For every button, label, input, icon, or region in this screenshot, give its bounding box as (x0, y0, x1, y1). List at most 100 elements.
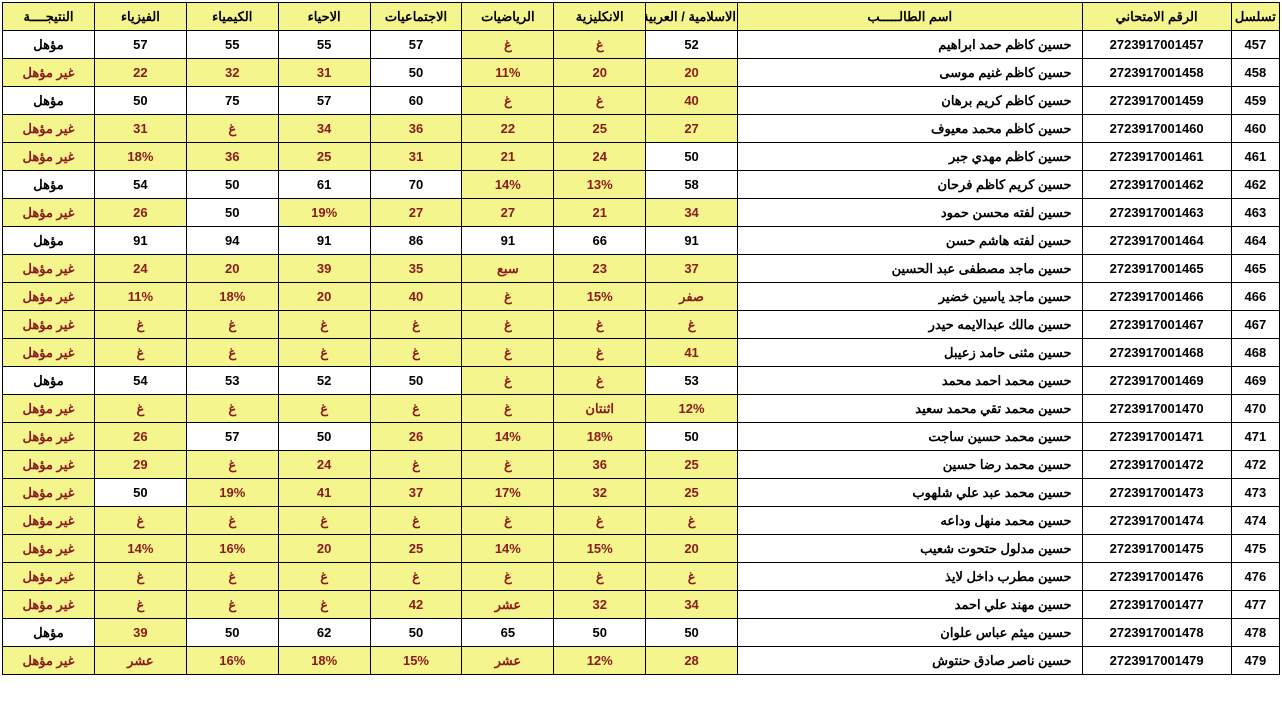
cell-score: غ (554, 367, 646, 395)
cell-score: 24 (278, 451, 370, 479)
cell-score: غير مؤهل (3, 563, 95, 591)
table-row: 4582723917001458حسين كاظم غنيم موسى20201… (3, 59, 1280, 87)
cell-score: غ (278, 507, 370, 535)
cell-score: غ (462, 367, 554, 395)
header-chemistry: الكيمياء (186, 3, 278, 31)
table-row: 4572723917001457حسين كاظم حمد ابراهيم52غ… (3, 31, 1280, 59)
cell-score: غير مؤهل (3, 591, 95, 619)
cell-score: 24 (94, 255, 186, 283)
cell-score: سبع (462, 255, 554, 283)
cell-score: 57 (370, 31, 462, 59)
table-row: 4702723917001470حسين محمد تقي محمد سعيد1… (3, 395, 1280, 423)
cell-serial: 470 (1231, 395, 1279, 423)
cell-score: 31 (370, 143, 462, 171)
cell-score: غ (278, 311, 370, 339)
cell-score: 15% (554, 535, 646, 563)
cell-score: عشر (462, 647, 554, 675)
cell-score: غ (278, 339, 370, 367)
cell-score: غير مؤهل (3, 311, 95, 339)
cell-score: 32 (554, 591, 646, 619)
cell-score: 54 (94, 367, 186, 395)
cell-score: 28 (646, 647, 738, 675)
cell-student-name: حسين محمد منهل وداعه (738, 507, 1083, 535)
cell-score: 14% (94, 535, 186, 563)
cell-score: 20 (186, 255, 278, 283)
cell-exam-no: 2723917001464 (1082, 227, 1231, 255)
cell-score: 20 (278, 283, 370, 311)
cell-score: 53 (186, 367, 278, 395)
cell-score: غ (462, 507, 554, 535)
cell-score: 22 (94, 59, 186, 87)
cell-student-name: حسين كريم كاظم فرحان (738, 171, 1083, 199)
cell-score: 12% (646, 395, 738, 423)
cell-score: 20 (278, 535, 370, 563)
cell-student-name: حسين مدلول حتحوت شعيب (738, 535, 1083, 563)
cell-score: مؤهل (3, 367, 95, 395)
cell-student-name: حسين مثنى حامد زعيبل (738, 339, 1083, 367)
cell-score: 58 (646, 171, 738, 199)
cell-serial: 458 (1231, 59, 1279, 87)
cell-score: 52 (278, 367, 370, 395)
cell-score: 18% (278, 647, 370, 675)
cell-student-name: حسين لفته محسن حمود (738, 199, 1083, 227)
cell-score: 61 (278, 171, 370, 199)
cell-score: 50 (278, 423, 370, 451)
cell-score: غ (554, 311, 646, 339)
cell-score: غ (370, 339, 462, 367)
cell-score: غ (370, 395, 462, 423)
cell-score: 24 (554, 143, 646, 171)
cell-score: 37 (370, 479, 462, 507)
cell-score: غ (554, 563, 646, 591)
cell-score: 19% (278, 199, 370, 227)
table-row: 4602723917001460حسين كاظم محمد معيوف2725… (3, 115, 1280, 143)
cell-score: 20 (646, 535, 738, 563)
cell-score: 15% (370, 647, 462, 675)
cell-score: 54 (94, 171, 186, 199)
cell-serial: 479 (1231, 647, 1279, 675)
cell-score: غ (462, 451, 554, 479)
cell-score: 27 (646, 115, 738, 143)
header-result: النتيجــــة (3, 3, 95, 31)
cell-serial: 469 (1231, 367, 1279, 395)
table-row: 4662723917001466حسين ماجد ياسين خضيرصفر1… (3, 283, 1280, 311)
cell-score: 21 (462, 143, 554, 171)
cell-score: غ (94, 507, 186, 535)
header-math: الرياضيات (462, 3, 554, 31)
cell-score: غير مؤهل (3, 255, 95, 283)
cell-score: 70 (370, 171, 462, 199)
cell-student-name: حسين كاظم مهدي جبر (738, 143, 1083, 171)
cell-score: غ (370, 311, 462, 339)
cell-score: غ (646, 563, 738, 591)
cell-score: 18% (94, 143, 186, 171)
table-row: 4712723917001471حسين محمد حسين ساجت5018%… (3, 423, 1280, 451)
cell-score: 50 (370, 619, 462, 647)
cell-score: 34 (278, 115, 370, 143)
cell-serial: 471 (1231, 423, 1279, 451)
cell-score: 27 (370, 199, 462, 227)
header-islamic-arabic: الاسلامية / العربية (646, 3, 738, 31)
cell-score: 57 (186, 423, 278, 451)
cell-serial: 457 (1231, 31, 1279, 59)
cell-exam-no: 2723917001476 (1082, 563, 1231, 591)
cell-student-name: حسين ماجد مصطفى عبد الحسين (738, 255, 1083, 283)
cell-score: 25 (370, 535, 462, 563)
cell-serial: 477 (1231, 591, 1279, 619)
cell-score: مؤهل (3, 171, 95, 199)
cell-score: غير مؤهل (3, 143, 95, 171)
cell-score: غير مؤهل (3, 395, 95, 423)
cell-score: 57 (94, 31, 186, 59)
table-body: 4572723917001457حسين كاظم حمد ابراهيم52غ… (3, 31, 1280, 675)
cell-score: 25 (646, 479, 738, 507)
cell-score: غ (94, 395, 186, 423)
table-row: 4782723917001478حسين ميثم عباس علوان5050… (3, 619, 1280, 647)
cell-student-name: حسين كاظم حمد ابراهيم (738, 31, 1083, 59)
cell-score: 50 (646, 619, 738, 647)
cell-score: 50 (94, 87, 186, 115)
cell-score: 42 (370, 591, 462, 619)
cell-score: 55 (186, 31, 278, 59)
cell-serial: 459 (1231, 87, 1279, 115)
cell-score: 16% (186, 647, 278, 675)
table-row: 4592723917001459حسين كاظم كريم برهان40غغ… (3, 87, 1280, 115)
cell-serial: 468 (1231, 339, 1279, 367)
cell-serial: 466 (1231, 283, 1279, 311)
